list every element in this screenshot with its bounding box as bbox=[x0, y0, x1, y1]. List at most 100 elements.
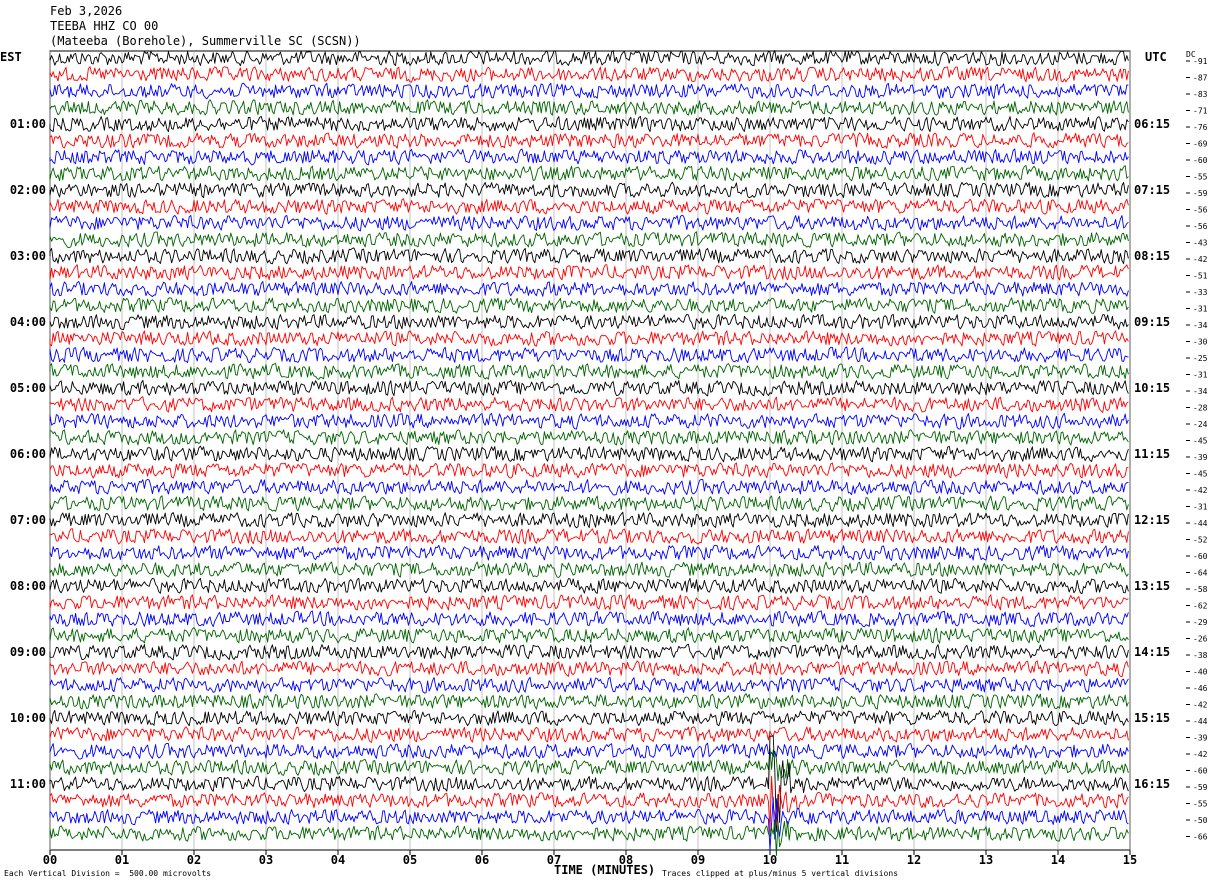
dc-offset-value: -25 bbox=[1193, 354, 1208, 363]
seismic-trace bbox=[49, 726, 1129, 743]
seismic-trace bbox=[49, 511, 1129, 529]
dc-offset-value: -62 bbox=[1193, 602, 1208, 611]
seismic-trace bbox=[49, 247, 1129, 265]
x-axis-title: TIME (MINUTES) bbox=[554, 863, 656, 877]
seismic-trace bbox=[49, 462, 1129, 479]
dc-offset-value: -34 bbox=[1193, 387, 1208, 396]
dc-offset-value: -60 bbox=[1193, 767, 1208, 776]
right-hour-label: 15:15 bbox=[1134, 711, 1170, 725]
dc-offset-value: -59 bbox=[1193, 783, 1208, 792]
seismic-trace bbox=[49, 676, 1129, 694]
left-hour-label: 05:00 bbox=[10, 381, 46, 395]
seismic-trace bbox=[49, 181, 1129, 199]
dc-offset-value: -39 bbox=[1193, 453, 1208, 462]
seismic-trace bbox=[49, 148, 1129, 166]
dc-offset-value: -66 bbox=[1193, 833, 1208, 842]
left-hour-label: 10:00 bbox=[10, 711, 46, 725]
x-tick-label: 06 bbox=[475, 853, 489, 867]
seismic-trace bbox=[49, 819, 1129, 856]
seismic-trace bbox=[49, 66, 1129, 83]
dc-offset-value: -42 bbox=[1193, 486, 1208, 495]
seismic-trace bbox=[49, 478, 1129, 496]
seismic-trace bbox=[49, 346, 1129, 364]
seismic-trace bbox=[49, 50, 1129, 67]
x-tick-label: 03 bbox=[259, 853, 273, 867]
seismic-trace bbox=[49, 429, 1129, 446]
dc-offset-value: -91 bbox=[1193, 57, 1208, 66]
left-hour-label: 01:00 bbox=[10, 117, 46, 131]
dc-offset-value: -34 bbox=[1193, 321, 1208, 330]
clip-note: Traces clipped at plus/minus 5 vertical … bbox=[662, 869, 899, 878]
right-hour-label: 07:15 bbox=[1134, 183, 1170, 197]
seismic-trace bbox=[49, 280, 1129, 298]
x-tick-label: 10 bbox=[763, 853, 777, 867]
dc-title: DC bbox=[1186, 50, 1196, 59]
dc-offset-value: -42 bbox=[1193, 750, 1208, 759]
dc-offset-value: -87 bbox=[1193, 74, 1208, 83]
seismic-trace bbox=[49, 99, 1129, 116]
dc-offset-value: -44 bbox=[1193, 717, 1208, 726]
plot-date: Feb 3,2026 bbox=[50, 4, 123, 18]
seismic-trace bbox=[49, 115, 1129, 133]
x-tick-label: 08 bbox=[619, 853, 633, 867]
right-hour-label: 11:15 bbox=[1134, 447, 1170, 461]
x-tick-label: 07 bbox=[547, 853, 561, 867]
seismic-trace bbox=[49, 297, 1129, 314]
dc-offset-value: -71 bbox=[1193, 107, 1208, 116]
seismic-trace bbox=[49, 643, 1129, 661]
dc-offset-value: -31 bbox=[1193, 371, 1208, 380]
seismic-trace bbox=[49, 214, 1129, 232]
x-tick-label: 04 bbox=[331, 853, 345, 867]
seismic-trace bbox=[49, 396, 1129, 413]
seismic-trace bbox=[49, 796, 1129, 852]
x-tick-label: 14 bbox=[1051, 853, 1065, 867]
seismic-trace bbox=[49, 709, 1129, 727]
x-tick-label: 02 bbox=[187, 853, 201, 867]
dc-offset-value: -45 bbox=[1193, 437, 1208, 446]
seismic-trace bbox=[49, 264, 1129, 281]
dc-offset-value: -56 bbox=[1193, 222, 1208, 231]
dc-offset-value: -76 bbox=[1193, 123, 1208, 132]
x-tick-label: 05 bbox=[403, 853, 417, 867]
dc-offset-value: -59 bbox=[1193, 189, 1208, 198]
right-hour-label: 09:15 bbox=[1134, 315, 1170, 329]
dc-offset-value: -31 bbox=[1193, 305, 1208, 314]
seismic-trace bbox=[49, 660, 1129, 678]
x-tick-label: 01 bbox=[115, 853, 129, 867]
seismic-trace bbox=[49, 132, 1129, 149]
dc-offset-value: -60 bbox=[1193, 156, 1208, 165]
left-hour-label: 08:00 bbox=[10, 579, 46, 593]
right-hour-label: 12:15 bbox=[1134, 513, 1170, 527]
right-hour-label: 10:15 bbox=[1134, 381, 1170, 395]
left-hour-label: 07:00 bbox=[10, 513, 46, 527]
dc-offset-value: -29 bbox=[1193, 618, 1208, 627]
seismic-trace bbox=[49, 165, 1129, 182]
dc-offset-value: -64 bbox=[1193, 569, 1208, 578]
x-tick-label: 15 bbox=[1123, 853, 1137, 867]
seismic-trace bbox=[49, 528, 1129, 545]
dc-offset-value: -83 bbox=[1193, 90, 1208, 99]
station-label: (Mateeba (Borehole), Summerville SC (SCS… bbox=[50, 34, 361, 48]
x-tick-label: 12 bbox=[907, 853, 921, 867]
dc-offset-value: -43 bbox=[1193, 239, 1208, 248]
right-hour-label: 13:15 bbox=[1134, 579, 1170, 593]
seismic-trace bbox=[49, 693, 1129, 710]
scale-note: Each Vertical Division = 500.00 microvol… bbox=[4, 869, 212, 878]
dc-offset-value: -40 bbox=[1193, 668, 1208, 677]
left-hour-label: 02:00 bbox=[10, 183, 46, 197]
dc-offset-value: -30 bbox=[1193, 338, 1208, 347]
seismic-trace bbox=[49, 412, 1129, 430]
dc-offset-value: -33 bbox=[1193, 288, 1208, 297]
channel-label: TEEBA HHZ CO 00 bbox=[50, 19, 159, 33]
seismic-trace bbox=[49, 775, 1129, 832]
seismic-trace bbox=[49, 561, 1129, 578]
dc-offset-value: -24 bbox=[1193, 420, 1208, 429]
seismic-trace bbox=[49, 330, 1129, 347]
seismic-trace bbox=[49, 735, 1129, 832]
dc-offset-value: -46 bbox=[1193, 684, 1208, 693]
right-hour-label: 16:15 bbox=[1134, 777, 1170, 791]
seismic-trace bbox=[49, 610, 1129, 628]
x-tick-label: 09 bbox=[691, 853, 705, 867]
dc-offset-value: -39 bbox=[1193, 734, 1208, 743]
seismic-trace bbox=[49, 627, 1129, 644]
